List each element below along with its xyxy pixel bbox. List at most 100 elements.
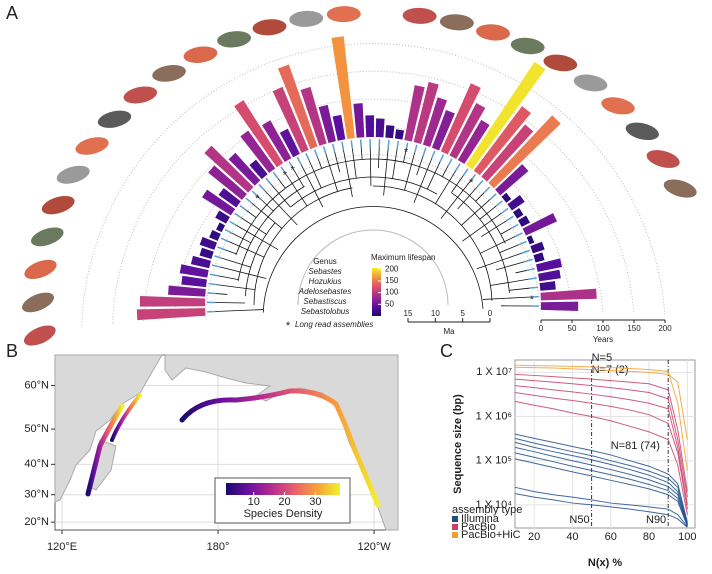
- grid-circle: [143, 98, 604, 322]
- assembly-line: [514, 441, 688, 525]
- branch: [228, 241, 265, 258]
- species-label: [387, 139, 390, 148]
- lifespan-bar: [473, 106, 532, 176]
- branch: [343, 149, 353, 198]
- species-label: [280, 166, 287, 174]
- branch: [495, 261, 526, 271]
- species-label: [322, 146, 327, 155]
- branch: [257, 196, 274, 212]
- lifespan-bar: [353, 103, 365, 138]
- species-label: [313, 149, 319, 158]
- fish-photo: [476, 24, 510, 41]
- assembly-line: [514, 486, 688, 528]
- lifespan-bar: [530, 241, 545, 254]
- assembly-line: [514, 400, 688, 515]
- colorbar-title: Maximum lifespan: [371, 253, 435, 262]
- lifespan-bar: [465, 61, 546, 170]
- fish-photo: [152, 64, 186, 82]
- branch: [236, 225, 279, 250]
- branch: [215, 293, 228, 295]
- branch: [292, 168, 305, 187]
- fish-photo: [402, 7, 437, 24]
- species-label: [234, 212, 242, 219]
- lifespan-bar: [495, 164, 529, 196]
- branch: [392, 148, 398, 179]
- lifespan-bar: [216, 222, 226, 233]
- years-tick-label: 50: [568, 324, 577, 333]
- lifespan-bar: [449, 102, 486, 160]
- lifespan-bar: [278, 64, 318, 150]
- species-label: [272, 171, 279, 180]
- y-tick-label: 50°N: [24, 423, 49, 435]
- colorbar-tick-label: 200: [385, 264, 399, 273]
- assembly-line: [514, 433, 688, 523]
- legend-swatch: [452, 516, 458, 522]
- assembly-line: [514, 452, 688, 526]
- lifespan-bar: [179, 264, 209, 278]
- species-label: [288, 161, 294, 170]
- branch: [215, 309, 264, 312]
- species-label: [526, 267, 536, 272]
- species-label: [489, 193, 497, 200]
- lifespan-bar: [488, 115, 561, 189]
- fish-photo: [625, 122, 659, 141]
- x-tick-label: 60: [605, 531, 617, 543]
- species-label: [258, 183, 265, 191]
- fish-photo: [326, 6, 361, 23]
- species-range: [179, 388, 381, 508]
- x-tick-label: 120°W: [358, 541, 392, 553]
- species-label: [209, 273, 218, 277]
- lifespan-bar: [202, 189, 236, 216]
- branch: [219, 266, 267, 279]
- lifespan-bar: [518, 215, 530, 227]
- species-label: [251, 190, 259, 198]
- branch: [442, 165, 449, 177]
- fish-photo: [123, 86, 158, 104]
- reference-label: N50: [569, 514, 589, 526]
- lifespan-bar: [440, 83, 481, 155]
- fish-photo: [510, 37, 545, 55]
- species-label: [217, 246, 226, 251]
- y-tick-label: 1 X 10⁷: [476, 366, 512, 378]
- y-tick-label: 30°N: [24, 489, 49, 501]
- long-read-legend: Long read assemblies: [295, 320, 373, 329]
- species-label: [515, 232, 523, 238]
- lifespan-bar: [228, 152, 261, 186]
- genus-label: Hozukius: [309, 277, 342, 286]
- assembly-line: [514, 493, 688, 528]
- lifespan-bar: [215, 210, 230, 224]
- series-annotation: N=81 (74): [611, 440, 660, 452]
- fish-photo: [217, 31, 252, 48]
- reference-label: N90: [646, 514, 666, 526]
- branch: [499, 244, 520, 254]
- branch: [383, 147, 389, 196]
- fish-photo: [439, 14, 474, 31]
- genus-label: Sebastiscus: [303, 297, 346, 306]
- branch: [244, 222, 276, 297]
- species-label: [521, 249, 531, 254]
- panel-c: C 20 40 60 80 100 1 X 10⁴ 1 X 10⁵ 1 X 10⁶ 1 X 10…: [440, 341, 697, 569]
- colorbar-tick-label: 100: [385, 288, 399, 297]
- branch: [490, 278, 529, 286]
- species-label: [305, 152, 310, 161]
- species-label: [207, 292, 216, 295]
- colorbar-tick-label: 10: [248, 496, 260, 508]
- fish-photo: [97, 110, 132, 128]
- ma-tick-label: 10: [431, 309, 440, 318]
- branch: [351, 148, 357, 179]
- branch: [480, 236, 516, 254]
- assembly-line: [514, 378, 688, 498]
- fish-photo: [252, 19, 287, 36]
- branch: [270, 183, 291, 208]
- colorbar-tick-label: 50: [385, 299, 394, 308]
- species-label: [476, 180, 484, 188]
- branch: [325, 154, 338, 192]
- branch: [217, 275, 239, 280]
- land: [54, 354, 163, 503]
- lifespan-bar: [375, 118, 385, 138]
- long-read-star: *: [404, 146, 409, 158]
- lifespan-bar: [209, 229, 221, 241]
- lifespan-bar: [199, 247, 214, 259]
